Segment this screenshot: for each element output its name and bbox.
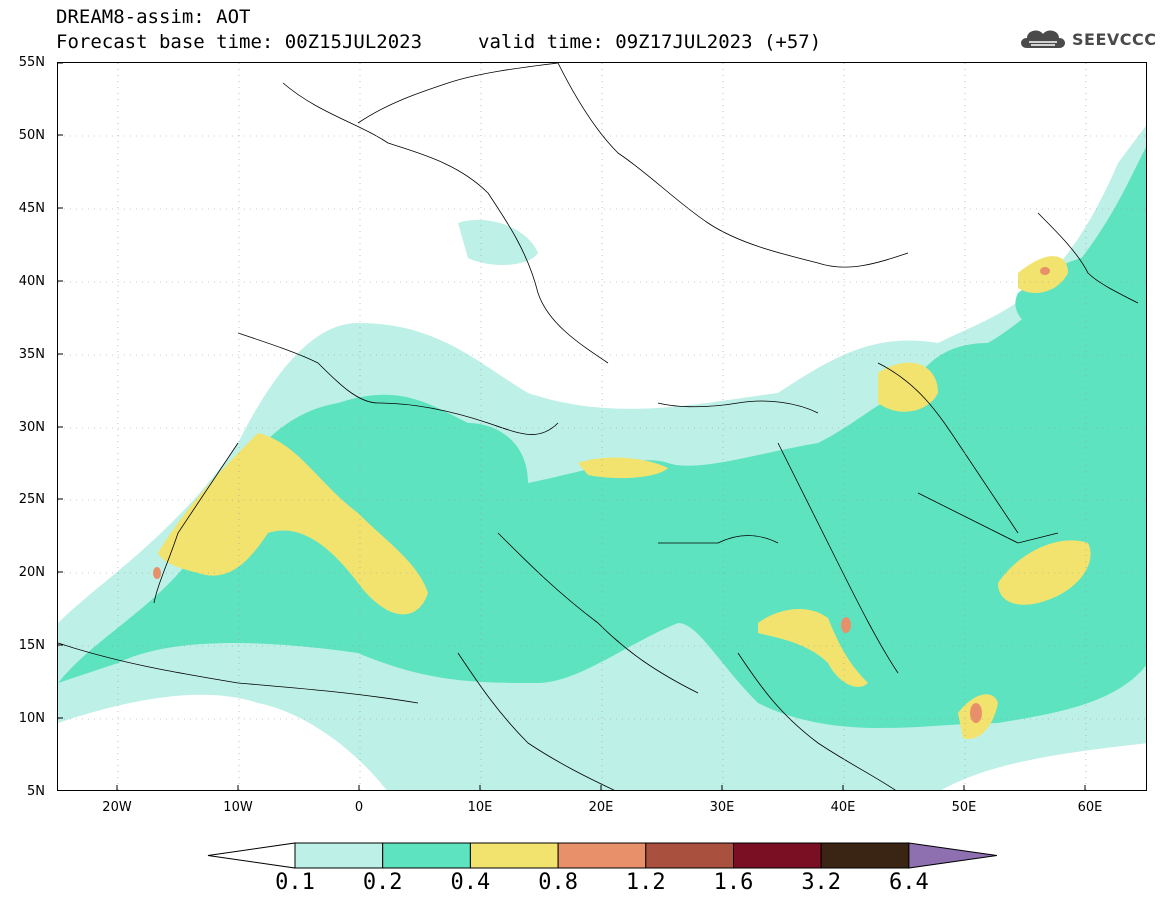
cloud-icon — [1021, 30, 1065, 48]
lat-label: 30N — [18, 420, 45, 435]
aot-band-0.4 — [158, 256, 1091, 739]
colorbar-cell — [294, 842, 384, 869]
lon-label: 0 — [354, 800, 364, 815]
seevccc-logo: SEEVCCC — [1017, 26, 1157, 52]
lon-label: 10W — [223, 800, 253, 815]
lat-label: 15N — [18, 638, 45, 653]
lat-label: 20N — [18, 565, 45, 580]
aot-map — [57, 62, 1147, 791]
map-title: DREAM8-assim: AOT — [56, 6, 251, 28]
colorbar-label: 1.2 — [625, 870, 666, 895]
colorbar-label: 3.2 — [801, 870, 842, 895]
lat-label: 55N — [18, 55, 45, 70]
colorbar-label: 0.8 — [538, 870, 578, 895]
colorbar-cell — [820, 842, 910, 869]
lon-label: 20W — [102, 800, 132, 815]
colorbar-label: 6.4 — [889, 870, 929, 895]
lat-label: 45N — [18, 201, 45, 216]
colorbar-cell — [469, 842, 559, 869]
lon-label: 30E — [709, 800, 735, 815]
lon-label: 60E — [1077, 800, 1103, 815]
lat-label: 50N — [18, 128, 45, 143]
aot-band-0.8 — [153, 267, 1050, 723]
lon-label: 20E — [588, 800, 614, 815]
colorbar-under-arrow — [207, 842, 296, 869]
lon-label: 10E — [467, 800, 493, 815]
aot-field — [58, 63, 1146, 790]
colorbar-over-arrow — [908, 842, 997, 869]
lat-label: 25N — [18, 492, 45, 507]
forecast-base-time: Forecast base time: 00Z15JUL2023 — [56, 31, 423, 53]
country-borders — [58, 63, 1139, 790]
colorbar-cell — [557, 842, 647, 869]
valid-time: valid time: 09Z17JUL2023 (+57) — [478, 31, 822, 53]
aot-band-0.2 — [58, 147, 1146, 728]
lon-label: 40E — [830, 800, 856, 815]
colorbar-cell — [382, 842, 471, 869]
colorbar-label: 0.1 — [275, 870, 315, 895]
logo-text: SEEVCCC — [1072, 29, 1157, 49]
colorbar-cell — [733, 842, 822, 869]
lat-label: 10N — [18, 711, 45, 726]
lat-label: 35N — [18, 347, 45, 362]
colorbar-label: 0.4 — [450, 870, 491, 895]
colorbar-label: 1.6 — [713, 870, 754, 895]
lat-label: 5N — [27, 784, 45, 799]
colorbar-cell — [645, 842, 734, 869]
colorbar-label: 0.2 — [362, 870, 403, 895]
lat-label: 40N — [18, 274, 45, 289]
lon-label: 50E — [951, 800, 977, 815]
